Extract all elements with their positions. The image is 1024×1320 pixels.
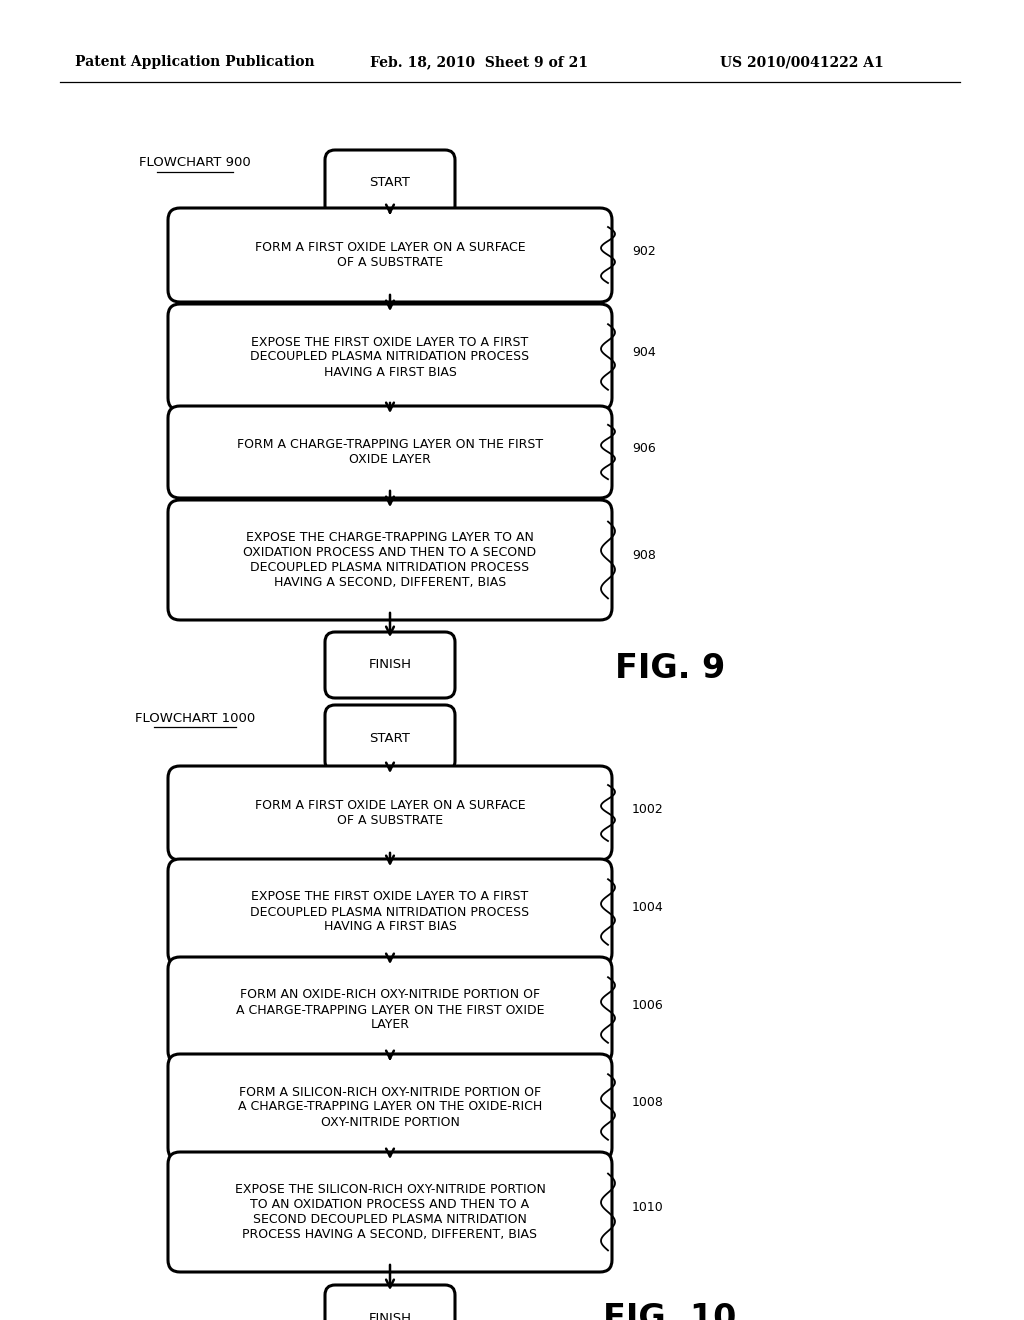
Text: EXPOSE THE CHARGE-TRAPPING LAYER TO AN
OXIDATION PROCESS AND THEN TO A SECOND
DE: EXPOSE THE CHARGE-TRAPPING LAYER TO AN O… xyxy=(244,531,537,589)
FancyBboxPatch shape xyxy=(168,859,612,965)
Text: 902: 902 xyxy=(632,246,655,257)
Text: US 2010/0041222 A1: US 2010/0041222 A1 xyxy=(720,55,884,69)
Text: 1002: 1002 xyxy=(632,803,664,816)
FancyBboxPatch shape xyxy=(168,766,612,861)
Text: START: START xyxy=(370,177,411,190)
Text: Patent Application Publication: Patent Application Publication xyxy=(75,55,314,69)
FancyBboxPatch shape xyxy=(325,632,455,698)
Text: 1004: 1004 xyxy=(632,902,664,915)
FancyBboxPatch shape xyxy=(325,150,455,216)
FancyBboxPatch shape xyxy=(168,1152,612,1272)
Text: FIG. 9: FIG. 9 xyxy=(614,652,725,685)
Text: FORM A FIRST OXIDE LAYER ON A SURFACE
OF A SUBSTRATE: FORM A FIRST OXIDE LAYER ON A SURFACE OF… xyxy=(255,242,525,269)
Text: Feb. 18, 2010  Sheet 9 of 21: Feb. 18, 2010 Sheet 9 of 21 xyxy=(370,55,588,69)
FancyBboxPatch shape xyxy=(325,1284,455,1320)
FancyBboxPatch shape xyxy=(168,1053,612,1160)
FancyBboxPatch shape xyxy=(168,304,612,411)
FancyBboxPatch shape xyxy=(325,705,455,771)
Text: FORM A CHARGE-TRAPPING LAYER ON THE FIRST
OXIDE LAYER: FORM A CHARGE-TRAPPING LAYER ON THE FIRS… xyxy=(237,438,543,466)
Text: FORM A FIRST OXIDE LAYER ON A SURFACE
OF A SUBSTRATE: FORM A FIRST OXIDE LAYER ON A SURFACE OF… xyxy=(255,799,525,828)
Text: EXPOSE THE FIRST OXIDE LAYER TO A FIRST
DECOUPLED PLASMA NITRIDATION PROCESS
HAV: EXPOSE THE FIRST OXIDE LAYER TO A FIRST … xyxy=(251,891,529,933)
Text: FLOWCHART 1000: FLOWCHART 1000 xyxy=(135,711,255,725)
Text: 908: 908 xyxy=(632,549,656,562)
FancyBboxPatch shape xyxy=(168,407,612,498)
Text: FORM A SILICON-RICH OXY-NITRIDE PORTION OF
A CHARGE-TRAPPING LAYER ON THE OXIDE-: FORM A SILICON-RICH OXY-NITRIDE PORTION … xyxy=(238,1085,542,1129)
Text: FORM AN OXIDE-RICH OXY-NITRIDE PORTION OF
A CHARGE-TRAPPING LAYER ON THE FIRST O: FORM AN OXIDE-RICH OXY-NITRIDE PORTION O… xyxy=(236,989,544,1031)
FancyBboxPatch shape xyxy=(168,957,612,1063)
Text: 1006: 1006 xyxy=(632,999,664,1012)
Text: FIG. 10: FIG. 10 xyxy=(603,1302,736,1320)
FancyBboxPatch shape xyxy=(168,500,612,620)
FancyBboxPatch shape xyxy=(168,209,612,302)
Text: EXPOSE THE SILICON-RICH OXY-NITRIDE PORTION
TO AN OXIDATION PROCESS AND THEN TO : EXPOSE THE SILICON-RICH OXY-NITRIDE PORT… xyxy=(234,1183,546,1241)
Text: EXPOSE THE FIRST OXIDE LAYER TO A FIRST
DECOUPLED PLASMA NITRIDATION PROCESS
HAV: EXPOSE THE FIRST OXIDE LAYER TO A FIRST … xyxy=(251,335,529,379)
Text: FLOWCHART 900: FLOWCHART 900 xyxy=(139,157,251,169)
Text: 906: 906 xyxy=(632,442,655,455)
Text: 1010: 1010 xyxy=(632,1201,664,1213)
Text: 1008: 1008 xyxy=(632,1097,664,1109)
Text: FINISH: FINISH xyxy=(369,659,412,672)
Text: 904: 904 xyxy=(632,346,655,359)
Text: START: START xyxy=(370,731,411,744)
Text: FINISH: FINISH xyxy=(369,1312,412,1320)
